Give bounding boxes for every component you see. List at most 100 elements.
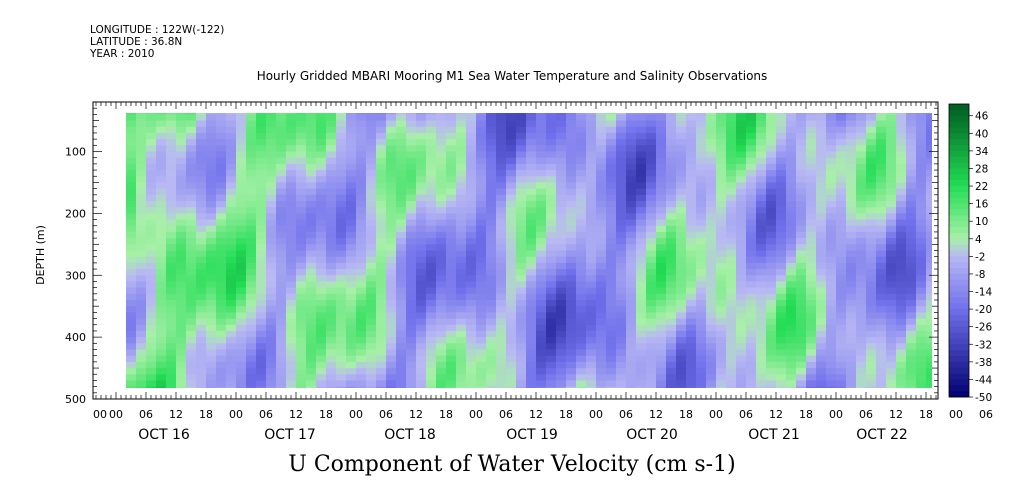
heatmap-cell xyxy=(576,244,587,252)
heatmap-cell xyxy=(296,306,307,313)
heatmap-cell xyxy=(816,300,827,307)
colorbar-segment xyxy=(949,180,969,187)
heatmap-cell xyxy=(526,250,537,258)
heatmap-cell xyxy=(896,269,907,276)
heatmap-cell xyxy=(606,225,617,233)
heatmap-cell xyxy=(326,163,337,171)
heatmap-cell xyxy=(506,188,517,196)
colorbar-segment xyxy=(949,391,969,398)
heatmap-cell xyxy=(796,225,807,233)
heatmap-cell xyxy=(286,324,297,332)
heatmap-cell xyxy=(616,188,627,196)
heatmap-cell xyxy=(796,361,807,369)
heatmap-cell xyxy=(906,170,917,177)
heatmap-cell xyxy=(136,188,147,196)
heatmap-cell xyxy=(856,132,867,140)
heatmap-cell xyxy=(776,219,787,227)
heatmap-cell xyxy=(166,201,177,208)
heatmap-cell xyxy=(866,324,877,332)
heatmap-cell xyxy=(426,343,437,351)
heatmap-cell xyxy=(866,139,877,146)
heatmap-cell xyxy=(346,139,357,146)
heatmap-cell xyxy=(166,368,177,375)
heatmap-cell xyxy=(846,201,857,208)
heatmap-cell xyxy=(396,275,407,283)
heatmap-cell xyxy=(376,201,387,208)
heatmap-cell xyxy=(666,256,677,264)
heatmap-cell xyxy=(176,201,187,208)
heatmap-cell xyxy=(696,139,707,146)
heatmap-cell xyxy=(556,201,567,208)
heatmap-cell xyxy=(476,256,487,264)
heatmap-cell xyxy=(656,281,667,289)
heatmap-cell xyxy=(196,312,207,320)
heatmap-cell xyxy=(866,188,877,196)
heatmap-cell xyxy=(516,114,527,122)
heatmap-cell xyxy=(126,207,137,214)
heatmap-cell xyxy=(366,330,377,338)
heatmap-cell xyxy=(786,293,797,301)
heatmap-cell xyxy=(126,170,137,177)
heatmap-cell xyxy=(516,293,527,301)
heatmap-cell xyxy=(846,386,857,388)
heatmap-cell xyxy=(686,207,697,214)
heatmap-cell xyxy=(666,213,677,221)
heatmap-cell xyxy=(696,114,707,122)
heatmap-cell xyxy=(316,132,327,140)
heatmap-cell xyxy=(216,225,227,233)
heatmap-cell xyxy=(546,207,557,214)
heatmap-cell xyxy=(286,281,297,289)
heatmap-cell xyxy=(166,361,177,369)
heatmap-cell xyxy=(616,157,627,165)
heatmap-cell xyxy=(806,312,817,320)
heatmap-cell xyxy=(546,300,557,307)
heatmap-cell xyxy=(816,275,827,283)
heatmap-cell xyxy=(246,318,257,326)
heatmap-cell xyxy=(406,386,417,388)
heatmap-cell xyxy=(526,312,537,320)
heatmap-cell xyxy=(796,330,807,338)
heatmap-cell xyxy=(316,355,327,363)
heatmap-cell xyxy=(166,213,177,221)
heatmap-cell xyxy=(876,132,887,140)
heatmap-cell xyxy=(786,151,797,159)
heatmap-cell xyxy=(656,219,667,227)
colorbar-segment xyxy=(949,109,969,117)
heatmap-cell xyxy=(226,170,237,177)
heatmap-cell xyxy=(906,207,917,214)
heatmap-cell xyxy=(706,194,717,202)
heatmap-cell xyxy=(636,281,647,289)
heatmap-cell xyxy=(716,182,727,190)
heatmap-cell xyxy=(486,120,497,128)
heatmap-cell xyxy=(336,194,347,202)
heatmap-cell xyxy=(896,145,907,153)
heatmap-cell xyxy=(646,312,657,320)
heatmap-cell xyxy=(266,337,277,344)
heatmap-cell xyxy=(856,269,867,276)
heatmap-cell xyxy=(836,114,847,122)
heatmap-cell xyxy=(656,262,667,270)
heatmap-cell xyxy=(616,330,627,338)
heatmap-cell xyxy=(466,281,477,289)
heatmap-cell xyxy=(696,269,707,276)
heatmap-cell xyxy=(146,201,157,208)
heatmap-cell xyxy=(456,318,467,326)
heatmap-cell xyxy=(566,380,577,388)
heatmap-cell xyxy=(366,256,377,264)
heatmap-cell xyxy=(346,194,357,202)
heatmap-cell xyxy=(426,151,437,159)
heatmap-cell xyxy=(506,194,517,202)
heatmap-cell xyxy=(726,225,737,233)
heatmap-cell xyxy=(686,213,697,221)
heatmap-cell xyxy=(476,349,487,357)
heatmap-cell xyxy=(716,213,727,221)
heatmap-cell xyxy=(406,380,417,388)
heatmap-cell xyxy=(346,188,357,196)
heatmap-cell xyxy=(546,244,557,252)
heatmap-cell xyxy=(326,207,337,214)
heatmap-cell xyxy=(166,132,177,140)
heatmap-cell xyxy=(186,157,197,165)
heatmap-cell xyxy=(206,368,217,375)
heatmap-cell xyxy=(176,330,187,338)
heatmap-cell xyxy=(186,361,197,369)
